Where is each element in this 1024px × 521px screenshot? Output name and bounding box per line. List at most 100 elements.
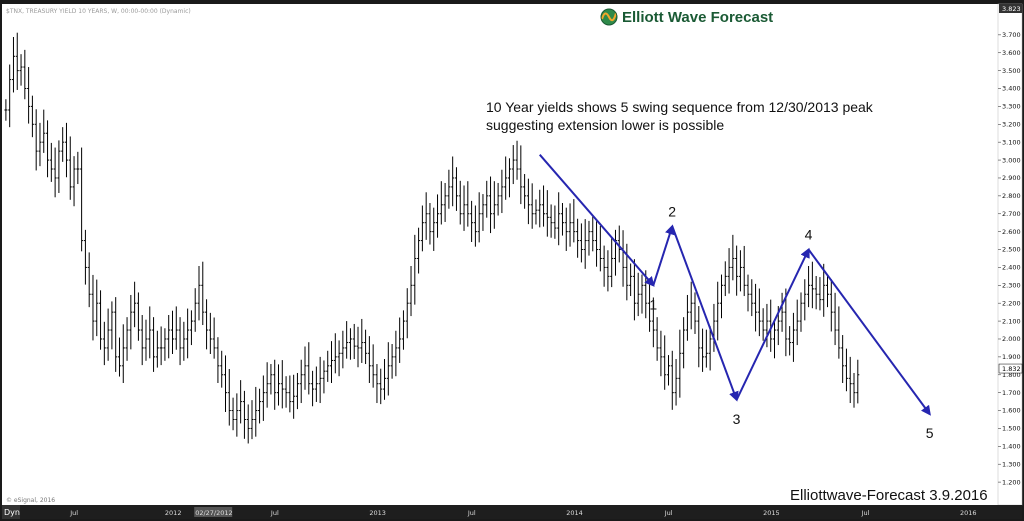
price-bar — [265, 362, 269, 408]
price-bar — [549, 204, 553, 238]
price-bar — [239, 380, 243, 424]
last-value-box: 1.832 — [998, 363, 1023, 374]
price-bar — [799, 292, 803, 332]
price-bar — [579, 223, 583, 263]
price-bar — [288, 375, 292, 413]
price-bar — [341, 330, 345, 369]
price-bar — [401, 310, 405, 350]
price-bar — [470, 200, 474, 243]
price-bar — [95, 279, 99, 337]
y-tick-label: 3.200 — [1002, 120, 1021, 128]
price-bar — [678, 329, 682, 398]
price-bar — [246, 404, 250, 444]
wave-label: 3 — [733, 411, 741, 427]
price-bar — [693, 292, 697, 334]
logo-text: Elliott Wave Forecast — [622, 9, 773, 26]
y-tick-label: 3.500 — [1002, 67, 1021, 75]
price-bar — [439, 181, 443, 225]
price-bar — [534, 199, 538, 225]
price-bar — [735, 245, 739, 296]
price-bar — [481, 194, 485, 231]
price-bar — [701, 328, 705, 372]
price-bar — [144, 319, 148, 361]
price-bar — [814, 276, 818, 310]
price-bar — [277, 364, 281, 406]
price-bar — [311, 370, 315, 407]
price-bar — [810, 261, 814, 309]
price-bar — [738, 250, 742, 292]
price-bar — [829, 279, 833, 332]
y-tick-label: 2.800 — [1002, 192, 1021, 200]
price-bar — [795, 299, 799, 346]
dyn-button[interactable] — [2, 505, 20, 519]
price-bar — [129, 294, 133, 350]
price-bar — [53, 147, 57, 198]
plot-area — [2, 4, 998, 505]
y-tick-label: 2.000 — [1002, 335, 1021, 343]
price-bar — [780, 292, 784, 332]
price-bar — [515, 140, 519, 180]
price-bar — [227, 369, 231, 426]
price-bar — [110, 301, 114, 350]
price-bar — [348, 328, 352, 360]
price-bar — [606, 250, 610, 292]
price-bar — [636, 272, 640, 317]
price-bar — [428, 203, 432, 245]
price-bar — [8, 64, 12, 128]
price-bar — [4, 99, 8, 121]
price-bar — [576, 218, 580, 258]
price-bar — [326, 350, 330, 382]
price-bar — [447, 169, 451, 209]
price-bar — [583, 219, 587, 269]
price-bar — [807, 265, 811, 308]
price-bar — [723, 261, 727, 297]
price-bar — [80, 147, 84, 252]
price-bar — [833, 292, 837, 346]
price-bar — [674, 359, 678, 406]
wave-segment — [539, 154, 655, 287]
price-bar — [417, 227, 421, 274]
y-tick-label: 2.700 — [1002, 210, 1021, 218]
price-bar — [826, 274, 830, 308]
wave-count: 1 2 3 4 5 — [539, 154, 934, 441]
price-bar — [318, 356, 322, 404]
price-bar — [769, 299, 773, 352]
price-bar — [784, 288, 788, 357]
price-bar — [386, 342, 390, 396]
wave-segment — [671, 225, 739, 402]
price-bar — [568, 203, 572, 247]
x-tick-label: Jul — [664, 509, 673, 517]
price-bar — [852, 372, 856, 408]
price-bar — [114, 297, 118, 372]
wave-label: 2 — [668, 203, 676, 219]
price-bar — [791, 312, 795, 362]
x-tick-label: Jul — [861, 509, 870, 517]
price-bar — [140, 315, 144, 366]
price-bar — [841, 335, 845, 383]
price-bar — [83, 229, 87, 285]
price-bar — [682, 317, 686, 369]
price-bar — [367, 336, 371, 383]
price-bar — [163, 328, 167, 361]
y-tick-label: 2.600 — [1002, 228, 1021, 236]
price-bar — [716, 281, 720, 341]
price-bar — [670, 350, 674, 410]
price-bar — [648, 283, 652, 332]
price-bar — [773, 319, 777, 359]
annotation-line-2: suggesting extension lower is possible — [486, 117, 724, 133]
price-bar — [390, 343, 394, 379]
y-tick-label: 3.000 — [1002, 156, 1021, 164]
price-bar — [496, 182, 500, 216]
price-bar — [360, 318, 364, 363]
price-bar — [208, 312, 212, 355]
x-axis: Jul 2012 02/27/2012 Jul 2013 Jul 2014 Jul 2015 Ju… — [69, 507, 977, 517]
price-bar — [15, 32, 19, 90]
top-value-bg — [999, 4, 1022, 13]
price-bar — [352, 323, 356, 360]
price-bar — [148, 306, 152, 359]
price-bar — [492, 181, 496, 229]
price-bar — [538, 189, 542, 228]
price-bar — [432, 207, 436, 251]
price-bar — [598, 225, 602, 272]
